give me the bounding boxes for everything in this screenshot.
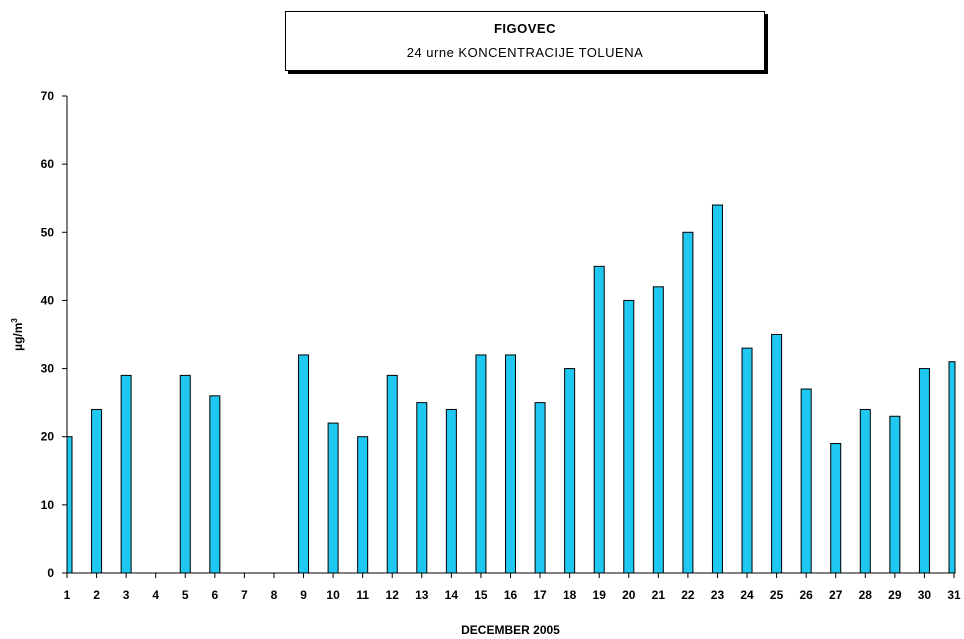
x-tick-label: 2 <box>93 588 100 602</box>
y-tick-label: 40 <box>41 293 55 307</box>
x-tick-label: 27 <box>829 588 843 602</box>
bar-day-3 <box>120 374 132 574</box>
y-axis-title: µg/m3 <box>10 318 25 351</box>
bar-day-15 <box>475 354 487 574</box>
x-tick-label: 1 <box>64 588 71 602</box>
bar-day-16 <box>505 354 516 574</box>
x-tick-label: 30 <box>918 588 932 602</box>
x-tick-label: 13 <box>415 588 429 602</box>
x-tick-label: 23 <box>711 588 725 602</box>
x-tick-label: 15 <box>474 588 488 602</box>
x-tick-label: 5 <box>182 588 189 602</box>
x-tick-label: 14 <box>445 588 459 602</box>
x-ticks-group: 1 2 3 4 5 6 7 8 9 10 11 12 13 14 15 16 17 18 19 20 21 22 23 24 2… <box>64 573 961 602</box>
x-tick-label: 24 <box>740 588 754 602</box>
bar-day-23 <box>711 204 723 574</box>
y-tick-label: 50 <box>41 225 55 239</box>
x-tick-label: 20 <box>622 588 636 602</box>
bar-day-22 <box>682 231 694 574</box>
x-tick-label: 25 <box>770 588 784 602</box>
x-tick-label: 3 <box>123 588 130 602</box>
x-tick-label: 8 <box>271 588 278 602</box>
bar-day-26 <box>800 388 812 574</box>
x-tick-label: 9 <box>300 588 307 602</box>
bar-day-18 <box>564 368 576 574</box>
bar-day-27 <box>830 443 842 574</box>
x-tick-label: 16 <box>504 588 518 602</box>
x-tick-label: 12 <box>386 588 400 602</box>
y-tick-label: 60 <box>41 157 55 171</box>
bar-day-28 <box>859 408 871 574</box>
y-tick-label: 10 <box>41 498 55 512</box>
x-tick-label: 18 <box>563 588 577 602</box>
bar-day-24 <box>741 347 753 574</box>
y-tick-label: 0 <box>47 566 54 580</box>
bar-day-29 <box>889 415 901 574</box>
y-ticks-group: 0 10 20 30 40 50 60 70 <box>41 89 67 580</box>
bar-day-5 <box>179 374 191 574</box>
bars-group <box>66 204 956 574</box>
y-axis-title-base: µg/m <box>11 323 25 351</box>
bar-day-17 <box>534 402 546 574</box>
bar-day-30 <box>918 368 930 574</box>
x-tick-label: 19 <box>593 588 607 602</box>
bar-day-6 <box>209 395 221 574</box>
bar-day-9 <box>298 354 310 574</box>
bar-day-14 <box>445 408 457 574</box>
y-tick-label: 70 <box>41 89 55 103</box>
x-tick-label: 6 <box>211 588 218 602</box>
chart-title-box: FIGOVEC 24 urne KONCENTRACIJE TOLUENA <box>285 11 765 71</box>
x-tick-label: 7 <box>241 588 248 602</box>
bar-day-13 <box>416 402 428 574</box>
x-tick-label: 17 <box>533 588 547 602</box>
bar-day-31 <box>948 361 956 574</box>
bar-day-1 <box>66 436 73 574</box>
chart-title: FIGOVEC <box>493 21 556 36</box>
x-tick-label: 31 <box>947 588 961 602</box>
y-axis-title-sup: 3 <box>10 318 19 323</box>
bar-day-19 <box>593 265 605 574</box>
x-tick-label: 29 <box>888 588 902 602</box>
x-axis-title: DECEMBER 2005 <box>461 623 560 637</box>
x-tick-label: 21 <box>652 588 666 602</box>
x-tick-label: 28 <box>859 588 873 602</box>
y-tick-label: 30 <box>41 362 55 376</box>
x-tick-label: 26 <box>799 588 813 602</box>
x-tick-label: 11 <box>356 588 369 602</box>
x-tick-label: 4 <box>152 588 159 602</box>
y-tick-label: 20 <box>41 430 55 444</box>
bar-day-10 <box>327 422 339 574</box>
x-tick-label: 22 <box>681 588 695 602</box>
chart-subtitle: 24 urne KONCENTRACIJE TOLUENA <box>406 45 644 60</box>
bar-day-25 <box>771 334 783 574</box>
bar-day-2 <box>91 408 103 574</box>
bar-day-11 <box>357 436 369 574</box>
bar-day-12 <box>386 374 398 574</box>
bar-day-21 <box>652 286 664 574</box>
x-tick-label: 10 <box>326 588 340 602</box>
bar-day-20 <box>623 299 635 574</box>
